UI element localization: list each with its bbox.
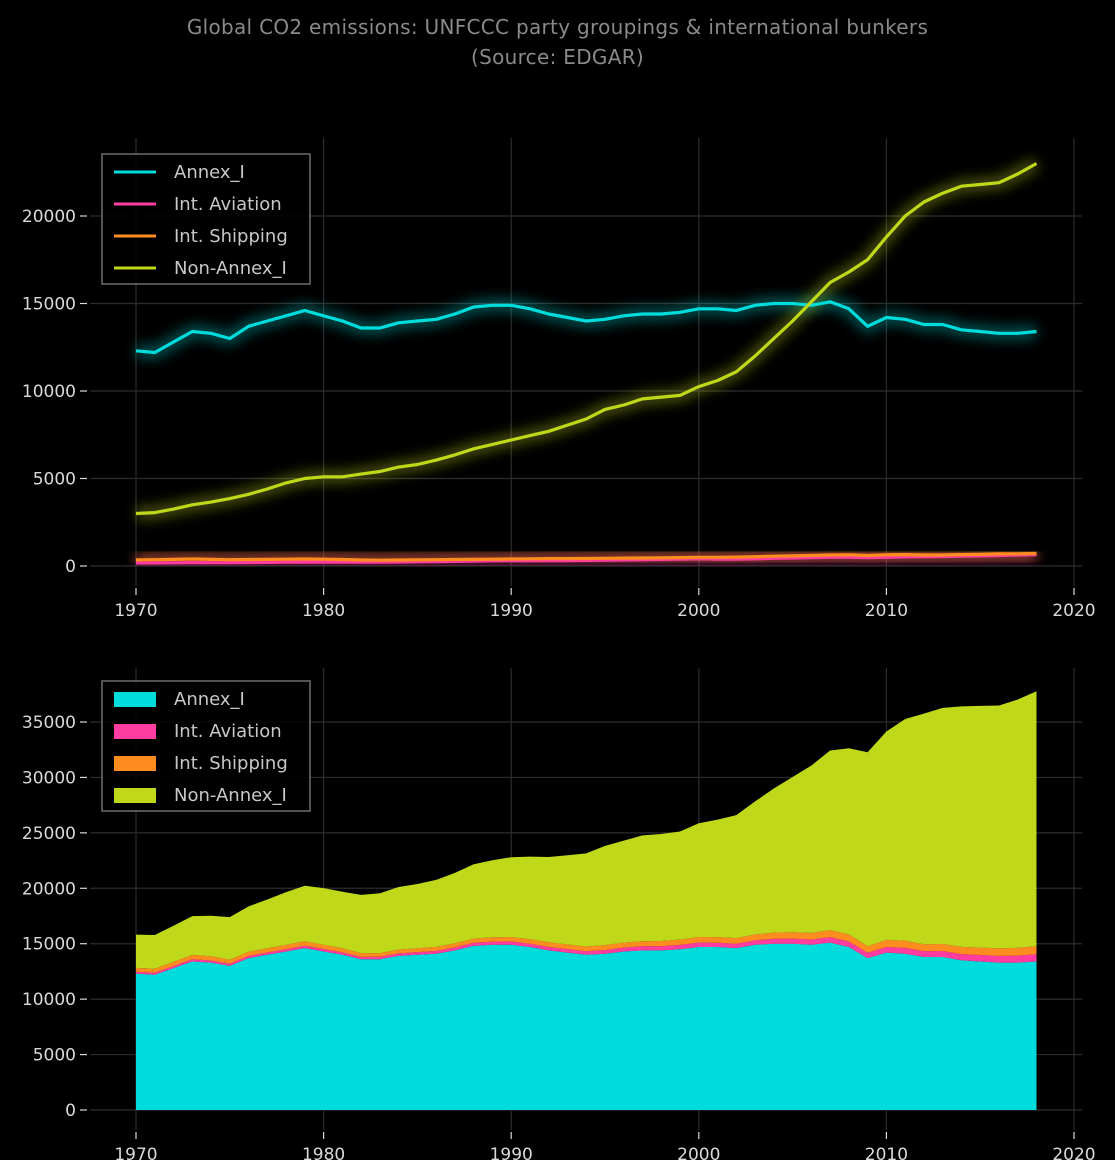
line-chart-ytick-label: 20000: [22, 207, 76, 227]
area-chart-ytick-label: 0: [65, 1101, 76, 1121]
area-chart-legend-label: Int. Shipping: [174, 753, 288, 774]
line-chart-xtick-label: 2000: [677, 601, 720, 621]
area-chart-ytick-label: 15000: [22, 935, 76, 955]
area-chart-xtick-label: 2020: [1052, 1145, 1095, 1160]
line-chart-xtick-label: 2020: [1052, 601, 1095, 621]
area-chart-ytick-label: 10000: [22, 990, 76, 1010]
chart-title-line2: (Source: EDGAR): [470, 45, 644, 69]
area-chart-ytick-label: 20000: [22, 879, 76, 899]
area-chart-xtick-label: 1970: [114, 1145, 157, 1160]
line-chart-xtick-label: 2010: [865, 601, 908, 621]
line-series-annex-i: [135, 300, 1037, 355]
area-chart-legend-label: Annex_I: [174, 689, 245, 710]
stacked-area-chart: 1970 1980 1990 2000 2010 2020 0 5000 10000 15000 2…: [22, 668, 1096, 1160]
area-series-non-annex-i: [136, 691, 1037, 969]
area-chart-xtick-label: 1980: [302, 1145, 345, 1160]
area-chart-ytick-label: 25000: [22, 824, 76, 844]
line-series-int-aviation: [135, 553, 1037, 565]
area-chart-ytick-label: 35000: [22, 713, 76, 733]
area-chart-xtick-label: 2010: [865, 1145, 908, 1160]
line-chart: 1970 1980 1990 2000 2010 2020 0 5000 10000 15000 2…: [22, 138, 1096, 621]
line-chart-ytick-label: 5000: [33, 470, 76, 490]
area-series-annex-i: [136, 942, 1037, 1110]
line-chart-legend-label: Int. Shipping: [174, 226, 288, 247]
line-chart-xtick-label: 1990: [490, 601, 533, 621]
chart-title-line1: Global CO2 emissions: UNFCCC party group…: [186, 15, 929, 39]
line-glow-annex-i: [135, 294, 1038, 360]
line-chart-legend-box: [101, 153, 311, 285]
area-chart-legend-label: Non-Annex_I: [174, 785, 287, 806]
line-chart-ytick-label: 10000: [22, 382, 76, 402]
area-chart-legend-swatch: [114, 692, 156, 707]
line-chart-legend-label: Non-Annex_I: [174, 258, 287, 279]
area-chart-ytick-label: 30000: [22, 768, 76, 788]
area-chart-xtick-label: 2000: [677, 1145, 720, 1160]
line-chart-ytick-label: 0: [65, 557, 76, 577]
line-series-int-shipping: [135, 551, 1037, 562]
line-chart-legend-label: Annex_I: [174, 162, 245, 183]
line-series-non-annex-i: [135, 162, 1038, 516]
line-chart-ytick-label: 15000: [22, 295, 76, 315]
area-chart-legend-swatch: [114, 756, 156, 771]
line-chart-legend-label: Int. Aviation: [174, 194, 282, 215]
line-chart-xtick-label: 1970: [114, 601, 157, 621]
area-chart-legend-label: Int. Aviation: [174, 721, 282, 742]
area-chart-legend-swatch: [114, 788, 156, 803]
line-chart-xtick-label: 1980: [302, 601, 345, 621]
area-chart-xtick-label: 1990: [490, 1145, 533, 1160]
area-chart-legend-swatch: [114, 724, 156, 739]
area-chart-ytick-label: 5000: [33, 1046, 76, 1066]
chart-title: Global CO2 emissions: UNFCCC party group…: [0, 12, 1115, 72]
